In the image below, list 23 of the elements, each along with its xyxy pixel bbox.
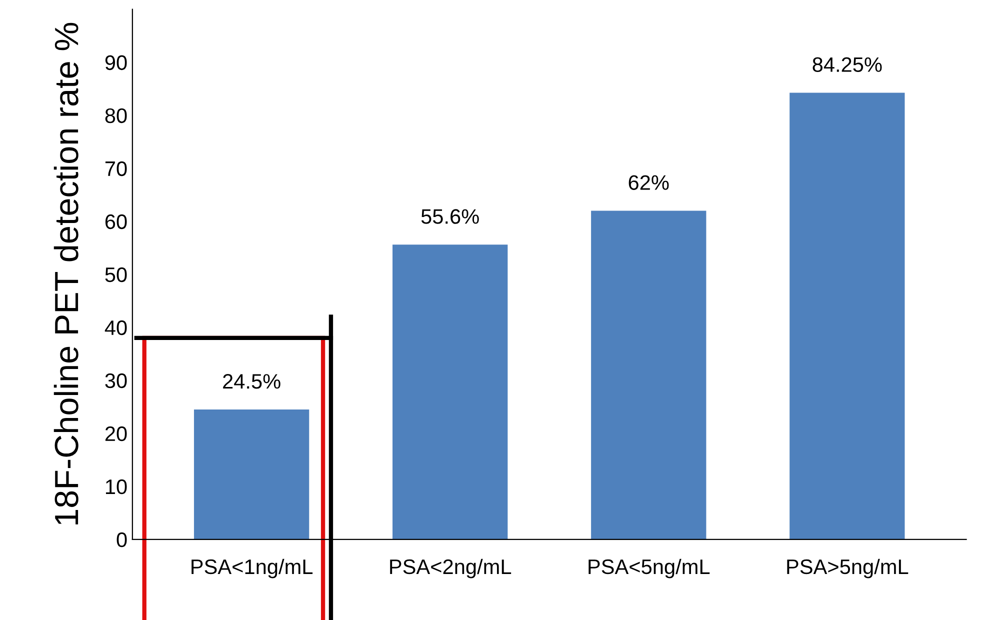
bar	[591, 210, 706, 540]
x-tick-label: PSA>5ng/mL	[787, 558, 908, 578]
data-label: 24.5%	[223, 374, 280, 389]
x-tick-label: PSA<1ng/mL	[192, 558, 313, 578]
bar	[194, 410, 310, 540]
y-axis-title: 18F-Choline PET detection rate %	[54, 22, 78, 524]
y-tick-label: 20	[105, 426, 127, 442]
x-tick-label: PSA<2ng/mL	[390, 558, 512, 578]
x-tick-label: PSA<5ng/mL	[588, 558, 710, 578]
data-label: 62%	[628, 175, 669, 190]
bar	[790, 92, 905, 540]
y-tick-label: 30	[105, 373, 127, 388]
y-tick-label: 90	[105, 55, 127, 70]
y-tick-label: 40	[104, 320, 127, 336]
y-tick-label: 10	[106, 479, 127, 494]
y-tick-label: 0	[116, 532, 127, 548]
y-tick-label: 50	[105, 267, 127, 282]
data-label: 84.25%	[812, 57, 882, 72]
data-label: 55.6%	[421, 209, 479, 224]
bar	[392, 244, 508, 540]
y-tick-label: 60	[105, 214, 127, 230]
y-tick-label: 80	[105, 108, 127, 124]
y-tick-label: 70	[105, 161, 127, 176]
